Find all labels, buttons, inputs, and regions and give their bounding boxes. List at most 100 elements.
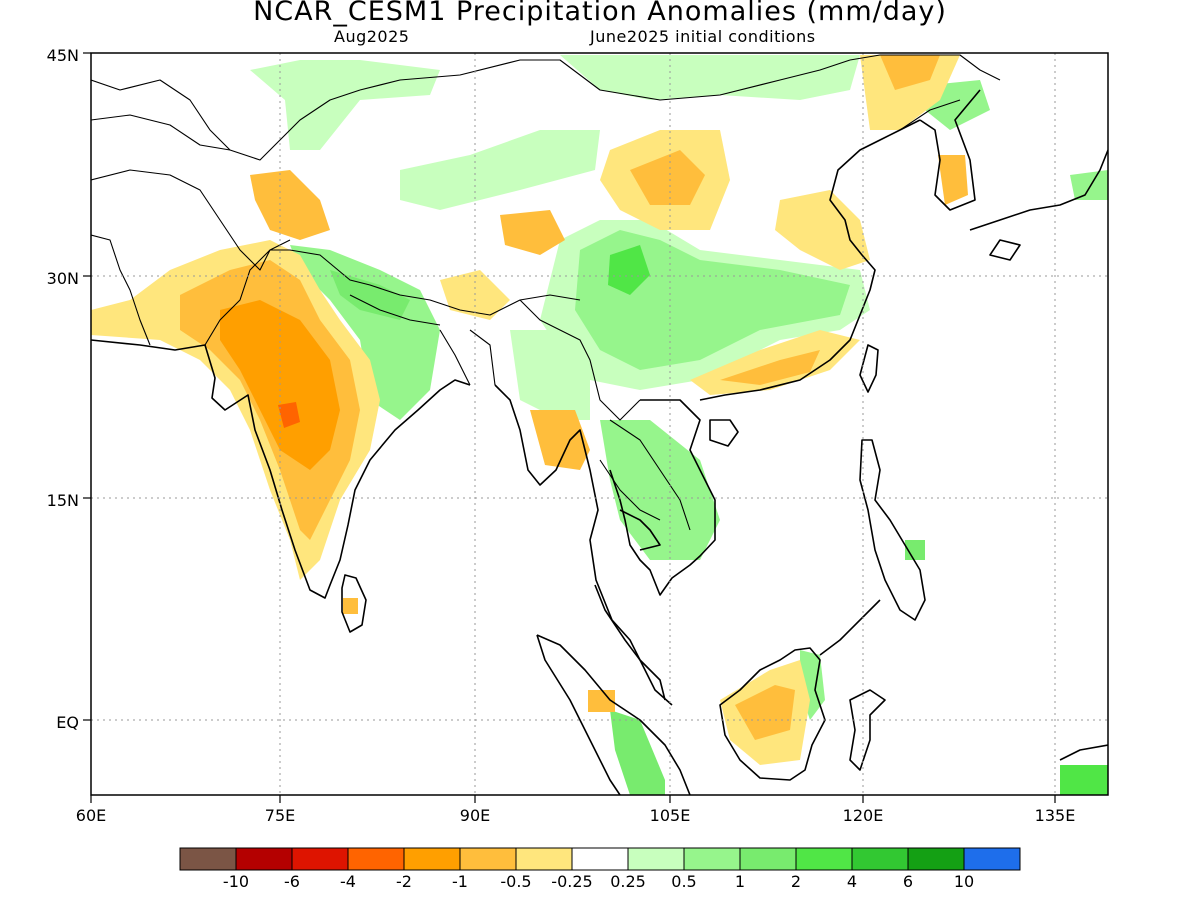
dry-anomaly-kashmir [250,170,330,240]
border-iran [91,234,151,346]
colorbar-swatch [795,847,853,871]
lon-tick-label: 90E [460,806,490,825]
border-bangladesh [439,329,496,386]
initial-conditions: June2025 initial conditions [590,27,816,46]
dry-anomaly-sumatra [588,690,615,712]
forecast-month: Aug2025 [334,27,410,46]
coastlines [91,89,1108,795]
colorbar-label: -10 [222,872,250,891]
korea-coastline [919,89,981,211]
malaya-coastline [594,584,673,706]
axis-ticks [83,52,1056,803]
colorbar-label: -2 [396,872,412,891]
wet-anomaly-japan [1070,170,1108,200]
dry-anomaly-northeast-china-core [880,55,940,90]
colorbar-label: 4 [846,872,858,891]
colorbar-label: 0.25 [610,872,646,891]
lat-tick-label: 15N [47,491,79,510]
colorbar-swatch [291,847,349,871]
border-china-russia [849,54,1001,81]
philippines-coastline [819,439,926,656]
borneo-coastline [719,647,826,781]
colorbar-swatch [179,847,237,871]
sumatra-coastline [536,634,691,795]
dry-anomaly-central-china-core [630,150,705,205]
border-laos-vietnam [609,419,691,531]
new-guinea-coastline [1059,744,1108,761]
map-frame [90,52,1109,796]
border-myanmar [519,299,641,421]
colorbar [179,847,1021,871]
south-china-coastline [699,119,921,401]
wet-anomaly-mongolia [250,60,440,150]
wet-anomaly-myanmar [510,330,590,420]
wet-anomaly-southwest-china-peak [608,245,650,295]
lon-tick-label: 105E [650,806,691,825]
colorbar-label: 2 [790,872,802,891]
country-borders [91,54,1001,531]
colorbar-swatch [851,847,909,871]
colorbar-swatch [683,847,741,871]
colorbar-label: 1 [734,872,746,891]
dry-anomaly-india-peak [278,402,300,428]
anomaly-fields [91,55,1108,795]
colorbar-label: -6 [284,872,300,891]
colorbar-swatch [627,847,685,871]
border-thailand-cambodia [599,459,661,521]
border-china-mongolia [359,59,851,101]
colorbar-label: -4 [340,872,356,891]
wet-anomaly-himalaya-core [330,270,410,320]
dry-anomaly-east-china [775,190,870,270]
colorbar-label: -0.25 [551,872,593,891]
dry-anomaly-myanmar [530,410,590,470]
colorbar-label: -1 [452,872,468,891]
japan-coastline [969,149,1108,261]
dry-anomaly-korea [938,155,968,205]
lon-tick-label: 60E [76,806,106,825]
colorbar-label: -0.5 [500,872,532,891]
bay-of-bengal-east-coast [494,384,666,701]
border-himalaya [289,249,581,316]
border-nepal [349,294,441,326]
colorbar-label: 6 [902,872,914,891]
colorbar-swatch [459,847,517,871]
lon-tick-label: 75E [265,806,295,825]
lat-tick-label: 45N [47,46,79,65]
border-north-korea [899,99,961,131]
lon-tick-label: 120E [843,806,884,825]
colorbar-swatch [963,847,1021,871]
gulf-of-siam-coast [619,509,661,551]
wet-anomaly-indochina [600,420,720,560]
border-kazakhstan [91,114,231,151]
colorbar-label: 0.5 [671,872,697,891]
colorbar-swatch [571,847,629,871]
colorbar-label: 10 [953,872,975,891]
colorbar-swatch [515,847,573,871]
dry-anomaly-gansu [500,210,565,255]
colorbar-swatch [739,847,797,871]
dry-anomaly-south-china-core [720,350,820,385]
wet-anomaly-new-guinea [1060,765,1108,795]
wet-anomaly-north-china [560,55,860,100]
colorbar-swatch [235,847,293,871]
lat-tick-label: EQ [56,713,79,732]
colorbar-swatch [907,847,965,871]
grid-lines [91,53,1108,795]
dry-anomaly-borneo-core [735,685,795,740]
map-title: NCAR_CESM1 Precipitation Anomalies (mm/d… [253,0,947,27]
lon-tick-label: 135E [1035,806,1076,825]
hainan-coastline [709,419,739,447]
wet-anomaly-tibet [400,130,600,210]
colorbar-swatch [403,847,461,871]
colorbar-swatch [347,847,405,871]
wet-anomaly-sumatra [610,710,665,795]
wet-anomaly-philippines [905,540,925,560]
sri-lanka-coastline [341,574,367,633]
taiwan-coastline [859,344,879,393]
dry-anomaly-northeast-china [860,55,960,130]
indochina-coastline [609,399,716,596]
sulawesi-coastline [849,689,886,771]
border-india-pakistan [204,249,290,346]
wet-anomaly-himalaya [290,245,440,420]
